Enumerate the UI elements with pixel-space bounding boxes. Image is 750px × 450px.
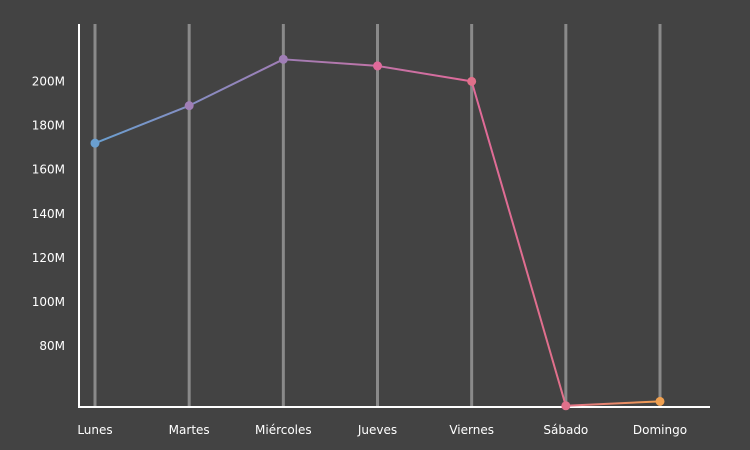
axes: [78, 24, 710, 408]
x-tick-label: Martes: [169, 423, 210, 437]
x-tick-label: Sábado: [543, 423, 588, 437]
x-tick-label: Viernes: [449, 423, 494, 437]
y-tick-label: 160M: [32, 163, 65, 177]
data-point: [184, 101, 194, 111]
vertical-gridlines: [93, 24, 662, 407]
data-point: [373, 61, 382, 71]
x-tick-label: Miércoles: [255, 423, 312, 437]
x-axis-tick-labels: Lunes Martes Miércoles Jueves Viernes Sábado D…: [77, 423, 687, 437]
data-point: [467, 76, 477, 86]
series-group: [90, 54, 665, 411]
y-tick-label: 180M: [32, 119, 65, 133]
y-tick-label: 120M: [32, 251, 65, 265]
x-tick-label: Domingo: [633, 423, 687, 437]
x-tick-label: Lunes: [77, 423, 112, 437]
x-tick-label: Jueves: [357, 423, 397, 437]
y-tick-label: 140M: [32, 207, 65, 221]
data-point: [655, 396, 665, 406]
y-axis-tick-labels: 80M 100M 120M 140M 160M 180M 200M: [32, 74, 65, 353]
data-point: [90, 138, 100, 148]
y-tick-label: 100M: [32, 295, 65, 309]
y-tick-label: 200M: [32, 74, 65, 88]
data-point: [278, 54, 288, 64]
y-tick-label: 80M: [39, 339, 65, 353]
data-point: [561, 401, 571, 411]
